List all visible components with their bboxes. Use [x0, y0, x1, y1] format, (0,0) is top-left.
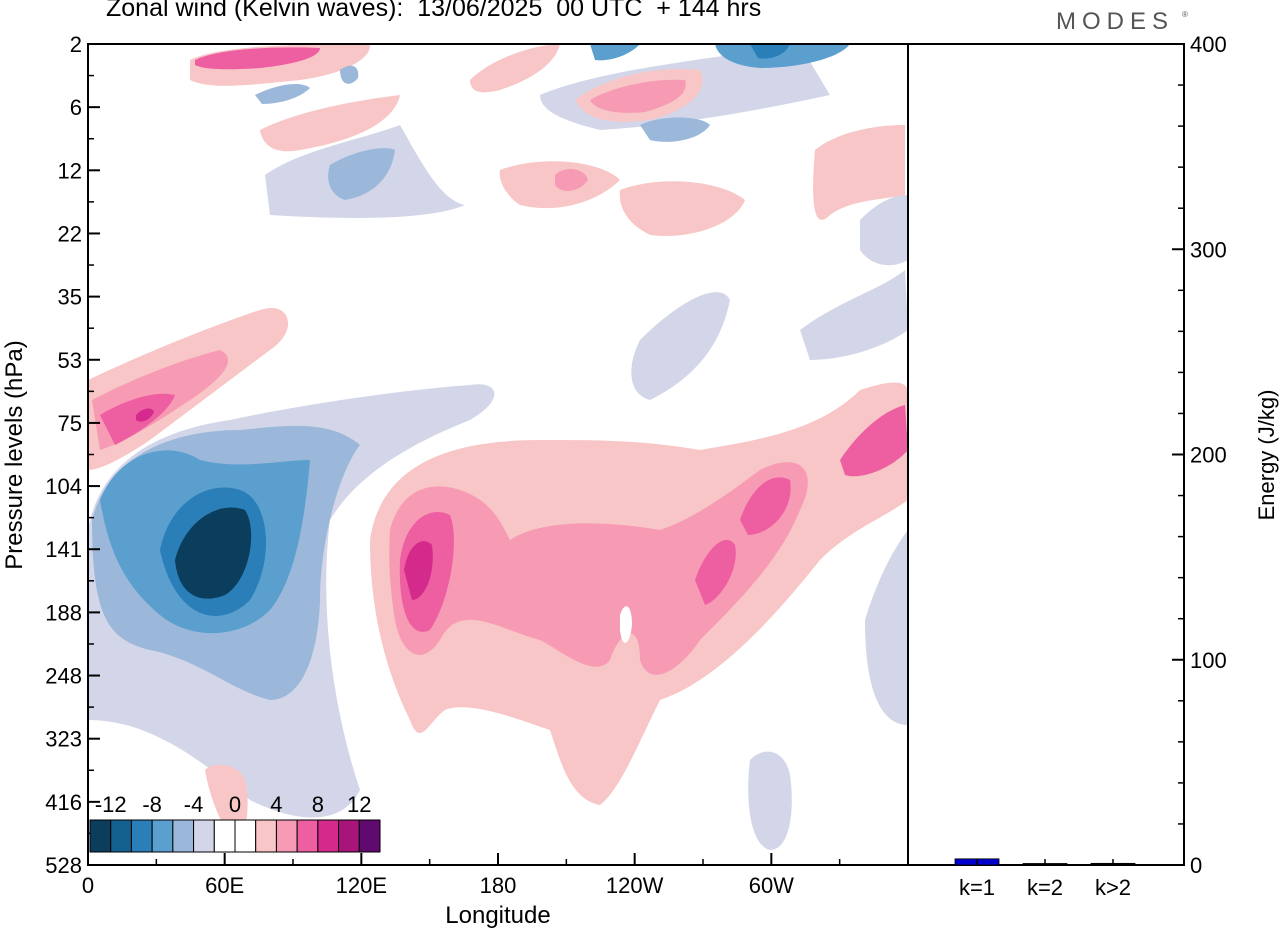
- colorbar-labels: -12 -8 -4 0 4 8 12: [95, 792, 372, 817]
- y-tick-label: 323: [45, 727, 82, 752]
- brand-registered-mark: ®: [1182, 10, 1188, 19]
- colorbar-swatch: [234, 819, 257, 853]
- neg-spot-1: [340, 65, 359, 84]
- colorbar-swatch: [317, 819, 340, 853]
- energy-categories: k=1 k=2 k>2: [959, 859, 1131, 900]
- x-tick-label: 120W: [606, 873, 664, 898]
- y-tick-label: 248: [45, 664, 82, 689]
- pos-region-right-l3: [840, 405, 908, 477]
- colorbar: [89, 819, 381, 853]
- y-tick-label: 53: [58, 348, 82, 373]
- pos-hole: [620, 606, 632, 643]
- y-tick-label: 75: [58, 411, 82, 436]
- pos-region-main-l3b: [695, 539, 736, 605]
- y-tick-label: 35: [58, 285, 82, 310]
- energy-tick-label: 300: [1190, 237, 1227, 262]
- pos-band-top-3: [260, 95, 400, 152]
- y-axis-left: 2 6 12 22 35 53 75 104 141 188 248 323 416 528: [45, 32, 100, 878]
- x-tick-label: 180: [480, 873, 517, 898]
- colorbar-label: 12: [347, 792, 371, 817]
- neg-band-right-top: [860, 195, 908, 266]
- x-tick-label: 0: [82, 873, 94, 898]
- y-tick-label: 188: [45, 600, 82, 625]
- neg-region-core: [175, 507, 252, 599]
- y-axis-right: 0 100 200 300 400: [1172, 32, 1227, 878]
- x-tick-label: 60W: [749, 873, 794, 898]
- pos-band-top-2-l2: [590, 79, 686, 113]
- y-tick-label: 528: [45, 853, 82, 878]
- colorbar-label: -4: [184, 792, 204, 817]
- y-tick-label: 416: [45, 790, 82, 815]
- colorbar-swatch: [358, 819, 381, 853]
- energy-category-label: k>2: [1095, 875, 1131, 900]
- colorbar-swatch: [213, 819, 236, 853]
- colorbar-swatch: [193, 819, 215, 853]
- energy-tick-label: 400: [1190, 32, 1227, 57]
- pos-band-top-4: [470, 44, 560, 93]
- y-tick-label: 104: [45, 474, 82, 499]
- neg-band-top-left: [255, 84, 310, 104]
- y-tick-label: 6: [70, 95, 82, 120]
- pos-band-mid-1-l2: [555, 168, 588, 192]
- colorbar-label: 8: [312, 792, 324, 817]
- energy-tick-label: 0: [1190, 853, 1202, 878]
- neg-band-top-right-l3: [715, 44, 850, 68]
- pos-region-left-core: [136, 408, 154, 422]
- neg-band-top-right-l2: [590, 44, 640, 61]
- y-tick-label: 12: [58, 158, 82, 183]
- colorbar-swatch: [296, 819, 319, 853]
- colorbar-label: 0: [229, 792, 241, 817]
- y-axis-label: Pressure levels (hPa): [1, 340, 28, 569]
- neg-band-mid: [631, 292, 730, 400]
- neg-band-bottom: [748, 751, 792, 850]
- colorbar-swatch: [338, 819, 360, 853]
- x-axis-bottom: 0 60E 120E 180 120W 60W: [82, 853, 841, 898]
- pos-region-main-l2: [389, 462, 808, 675]
- pos-band-right-top: [813, 125, 905, 220]
- y-tick-label: 22: [58, 221, 82, 246]
- x-tick-label: 120E: [336, 873, 387, 898]
- x-axis-label: Longitude: [445, 902, 550, 929]
- neg-band-lower-right: [865, 530, 908, 725]
- energy-tick-label: 100: [1190, 648, 1227, 673]
- y-tick-label: 141: [45, 537, 82, 562]
- neg-band-right: [800, 270, 908, 360]
- colorbar-label: -8: [142, 792, 162, 817]
- brand-logo: MODES: [1056, 8, 1175, 35]
- pos-band-top-1-l3: [195, 47, 320, 70]
- colorbar-label: 4: [270, 792, 282, 817]
- energy-category-label: k=1: [959, 875, 995, 900]
- x-tick-label: 60E: [205, 873, 244, 898]
- colorbar-swatch: [255, 819, 277, 853]
- pos-region-main-l4: [404, 541, 433, 600]
- colorbar-swatch: [110, 819, 132, 853]
- colorbar-label: -12: [95, 792, 127, 817]
- pos-band-mid-2: [619, 181, 745, 236]
- colorbar-swatch: [172, 819, 195, 853]
- neg-band-upper-l2: [328, 148, 395, 200]
- neg-region-small: [118, 457, 156, 516]
- colorbar-swatch: [151, 819, 174, 853]
- neg-band-top-right-core: [750, 44, 790, 59]
- energy-category-label: k=2: [1027, 875, 1063, 900]
- neg-band-top-mid-l2: [640, 117, 710, 142]
- colorbar-swatch: [275, 819, 298, 853]
- pos-region-main-l3c: [740, 477, 791, 535]
- colorbar-swatch: [89, 819, 112, 853]
- energy-axis-label: Energy (J/kg): [1254, 390, 1279, 521]
- wind-field: [88, 44, 908, 850]
- energy-panel-frame: [907, 43, 1185, 866]
- chart-title: Zonal wind (Kelvin waves): 13/06/2025 00…: [106, 0, 762, 22]
- y-tick-label: 2: [70, 32, 82, 57]
- colorbar-swatch: [130, 819, 153, 853]
- energy-tick-label: 200: [1190, 443, 1227, 468]
